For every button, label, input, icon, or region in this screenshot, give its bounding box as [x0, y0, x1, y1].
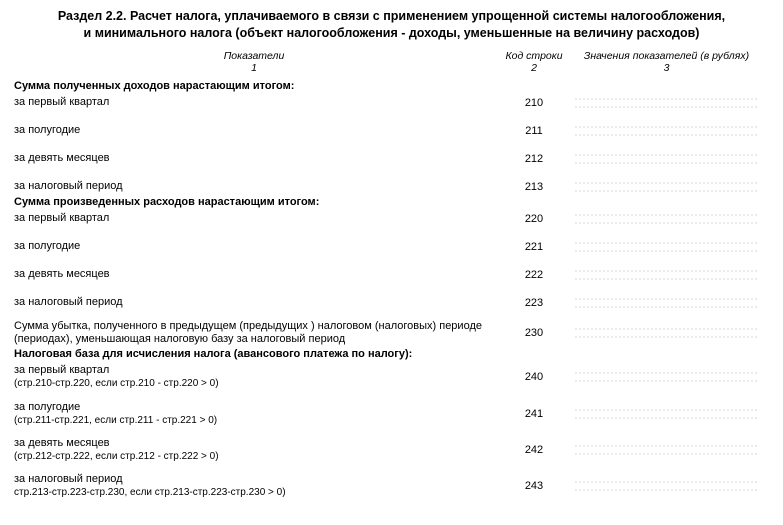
header-col2-num: 2: [494, 62, 574, 74]
dotted-field: [574, 125, 759, 137]
header-col1-num: 1: [14, 62, 494, 74]
row-211-value: [574, 124, 759, 138]
header-col2: Код строки 2: [494, 50, 574, 74]
header-col2-label: Код строки: [505, 50, 562, 62]
row-241-label: за полугодие (стр.211-стр.221, если стр.…: [14, 401, 494, 427]
header-col3: Значения показателей (в рублях) 3: [574, 50, 759, 74]
row-241-code: 241: [494, 408, 574, 420]
row-240-value: [574, 370, 759, 384]
row-222-value: [574, 268, 759, 282]
row-242-code: 242: [494, 444, 574, 456]
row-213-code: 213: [494, 181, 574, 193]
row-211-label: за полугодие: [14, 124, 494, 137]
row-243-label-text: за налоговый период: [14, 473, 123, 485]
dotted-field: [574, 480, 759, 492]
row-212-value: [574, 152, 759, 166]
row-242-label: за девять месяцев (стр.212-стр.222, если…: [14, 437, 494, 463]
row-240-code: 240: [494, 371, 574, 383]
row-223: за налоговый период 223: [14, 296, 769, 310]
row-221-value: [574, 240, 759, 254]
column-headers: Показатели 1 Код строки 2 Значения показ…: [14, 50, 769, 74]
row-223-code: 223: [494, 297, 574, 309]
group-base-header: Налоговая база для исчисления налога (ав…: [14, 348, 769, 360]
row-240: за первый квартал (стр.210-стр.220, если…: [14, 364, 769, 390]
row-240-sub: (стр.210-стр.220, если стр.210 - стр.220…: [14, 378, 219, 389]
row-222: за девять месяцев 222: [14, 268, 769, 282]
row-241: за полугодие (стр.211-стр.221, если стр.…: [14, 401, 769, 427]
row-212: за девять месяцев 212: [14, 152, 769, 166]
row-212-label: за девять месяцев: [14, 152, 494, 165]
row-223-label: за налоговый период: [14, 296, 494, 309]
header-col3-label: Значения показателей (в рублях): [584, 50, 749, 62]
row-220-label: за первый квартал: [14, 212, 494, 225]
dotted-field: [574, 408, 759, 420]
row-211-code: 211: [494, 125, 574, 137]
dotted-field: [574, 181, 759, 193]
row-242-label-text: за девять месяцев: [14, 437, 110, 449]
row-210-label: за первый квартал: [14, 96, 494, 109]
row-220: за первый квартал 220: [14, 212, 769, 226]
row-222-code: 222: [494, 269, 574, 281]
row-222-label: за девять месяцев: [14, 268, 494, 281]
dotted-field: [574, 444, 759, 456]
tax-form-section: Раздел 2.2. Расчет налога, уплачиваемого…: [0, 0, 783, 520]
dotted-field: [574, 153, 759, 165]
row-242-value: [574, 443, 759, 457]
row-213-label: за налоговый период: [14, 180, 494, 193]
row-230-code: 230: [494, 327, 574, 339]
row-210-value: [574, 96, 759, 110]
row-242: за девять месяцев (стр.212-стр.222, если…: [14, 437, 769, 463]
dotted-field: [574, 371, 759, 383]
dotted-field: [574, 269, 759, 281]
row-243-sub: стр.213-стр.223-стр.230, если стр.213-ст…: [14, 487, 286, 498]
row-210: за первый квартал 210: [14, 96, 769, 110]
row-221-label: за полугодие: [14, 240, 494, 253]
row-243-label: за налоговый период стр.213-стр.223-стр.…: [14, 473, 494, 499]
dotted-field: [574, 97, 759, 109]
title-line-2: и минимального налога (объект налогообло…: [84, 26, 700, 40]
row-240-label: за первый квартал (стр.210-стр.220, если…: [14, 364, 494, 390]
row-221: за полугодие 221: [14, 240, 769, 254]
row-241-label-text: за полугодие: [14, 401, 80, 413]
dotted-field: [574, 213, 759, 225]
row-223-value: [574, 296, 759, 310]
row-211: за полугодие 211: [14, 124, 769, 138]
row-213: за налоговый период 213: [14, 180, 769, 194]
row-230: Сумма убытка, полученного в предыдущем (…: [14, 320, 769, 346]
row-243: за налоговый период стр.213-стр.223-стр.…: [14, 473, 769, 499]
dotted-field: [574, 241, 759, 253]
header-col1: Показатели 1: [14, 50, 494, 74]
row-213-value: [574, 180, 759, 194]
title-line-1: Раздел 2.2. Расчет налога, уплачиваемого…: [58, 9, 725, 23]
row-220-value: [574, 212, 759, 226]
row-241-sub: (стр.211-стр.221, если стр.211 - стр.221…: [14, 415, 217, 426]
group-income-header: Сумма полученных доходов нарастающим ито…: [14, 80, 769, 92]
dotted-field: [574, 297, 759, 309]
row-212-code: 212: [494, 153, 574, 165]
row-230-value: [574, 326, 759, 340]
row-221-code: 221: [494, 241, 574, 253]
dotted-field: [574, 327, 759, 339]
header-col1-label: Показатели: [224, 50, 285, 62]
section-title: Раздел 2.2. Расчет налога, уплачиваемого…: [14, 8, 769, 42]
row-243-value: [574, 479, 759, 493]
row-240-label-text: за первый квартал: [14, 364, 109, 376]
header-col3-num: 3: [574, 62, 759, 74]
row-210-code: 210: [494, 97, 574, 109]
row-230-label: Сумма убытка, полученного в предыдущем (…: [14, 320, 494, 346]
row-242-sub: (стр.212-стр.222, если стр.212 - стр.222…: [14, 451, 219, 462]
row-243-code: 243: [494, 480, 574, 492]
row-220-code: 220: [494, 213, 574, 225]
row-241-value: [574, 407, 759, 421]
group-expenses-header: Сумма произведенных расходов нарастающим…: [14, 196, 769, 208]
